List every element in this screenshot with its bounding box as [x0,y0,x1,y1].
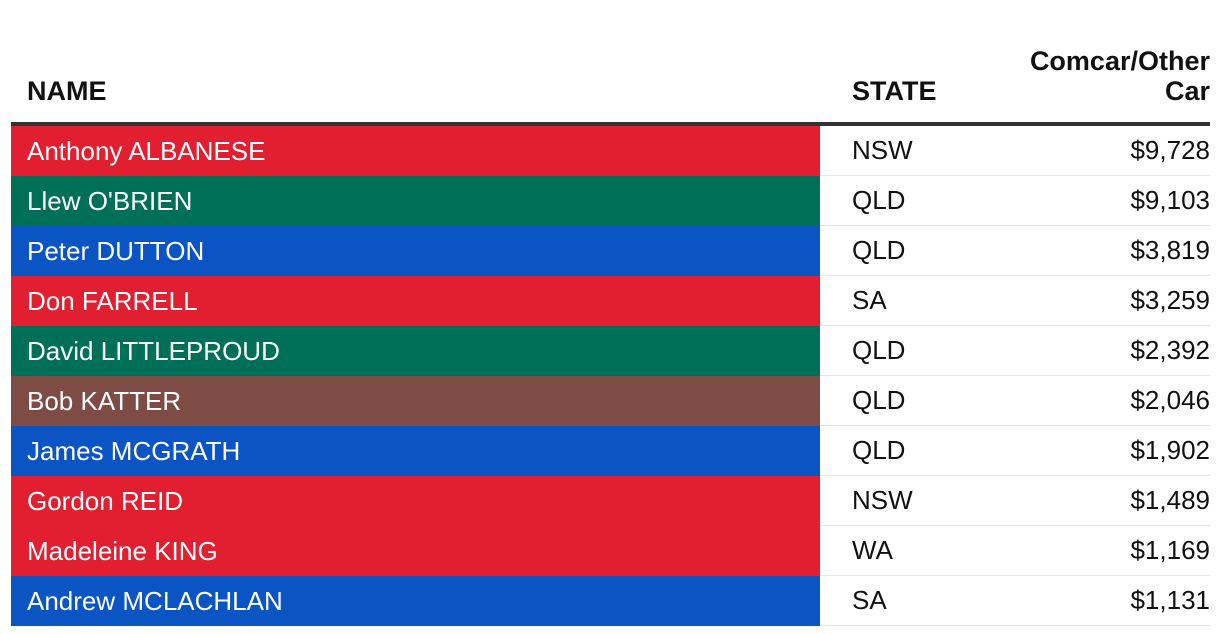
row-detail: SA $1,131 [820,576,1210,626]
table-row: Peter DUTTON QLD $3,819 [11,226,1210,276]
cell-car-cost: $9,103 [1130,185,1210,215]
cell-name: Peter DUTTON [11,226,820,276]
cell-state: QLD [852,335,906,365]
column-header-car-cost[interactable]: Comcar/Other Car [950,46,1210,106]
cell-car-cost: $9,728 [1130,135,1210,165]
row-detail: QLD $1,902 [820,426,1210,476]
cell-name: Don FARRELL [11,276,820,326]
cell-state: QLD [852,435,906,465]
table-row: Bob KATTER QLD $2,046 [11,376,1210,426]
cell-state: QLD [852,185,906,215]
row-detail: QLD $3,819 [820,226,1210,276]
cell-car-cost: $1,489 [1130,485,1210,515]
cell-car-cost: $3,819 [1130,235,1210,265]
table-row: Llew O'BRIEN QLD $9,103 [11,176,1210,226]
table-row: Madeleine KING WA $1,169 [11,526,1210,576]
cell-car-cost: $1,169 [1130,535,1210,565]
table-row: Gordon REID NSW $1,489 [11,476,1210,526]
cell-state: QLD [852,235,906,265]
table-header: NAME STATE Comcar/Other Car [11,0,1210,126]
cell-state: QLD [852,385,906,415]
row-detail: NSW $1,489 [820,476,1210,526]
table-row: Anthony ALBANESE NSW $9,728 [11,126,1210,176]
cell-name: Andrew MCLACHLAN [11,576,820,626]
cell-car-cost: $3,259 [1130,285,1210,315]
cell-name: Bob KATTER [11,376,820,426]
cell-state: SA [852,285,887,315]
table-body: Anthony ALBANESE NSW $9,728 Llew O'BRIEN QLD… [11,126,1210,626]
cell-name: James MCGRATH [11,426,820,476]
cell-car-cost: $1,131 [1130,585,1210,615]
cell-car-cost: $2,392 [1130,335,1210,365]
cell-state: NSW [852,485,913,515]
row-detail: QLD $9,103 [820,176,1210,226]
cell-name: Anthony ALBANESE [11,126,820,176]
column-header-car-cost-line2: Car [1164,76,1210,106]
table-row: James MCGRATH QLD $1,902 [11,426,1210,476]
row-detail: NSW $9,728 [820,126,1210,176]
cell-name: Madeleine KING [11,526,820,576]
cell-name: Gordon REID [11,476,820,526]
cell-name: David LITTLEPROUD [11,326,820,376]
column-header-state[interactable]: STATE [852,76,937,106]
table-row: Andrew MCLACHLAN SA $1,131 [11,576,1210,626]
cell-state: NSW [852,135,913,165]
cell-car-cost: $2,046 [1130,385,1210,415]
table-row: Don FARRELL SA $3,259 [11,276,1210,326]
column-header-car-cost-line1: Comcar/Other [1029,46,1210,76]
table-row: David LITTLEPROUD QLD $2,392 [11,326,1210,376]
row-detail: WA $1,169 [820,526,1210,576]
data-table: NAME STATE Comcar/Other Car Anthony ALBA… [11,0,1210,626]
row-detail: QLD $2,046 [820,376,1210,426]
cell-state: WA [852,535,893,565]
row-detail: QLD $2,392 [820,326,1210,376]
column-header-name[interactable]: NAME [27,76,107,106]
cell-car-cost: $1,902 [1130,435,1210,465]
cell-name: Llew O'BRIEN [11,176,820,226]
cell-state: SA [852,585,887,615]
row-detail: SA $3,259 [820,276,1210,326]
